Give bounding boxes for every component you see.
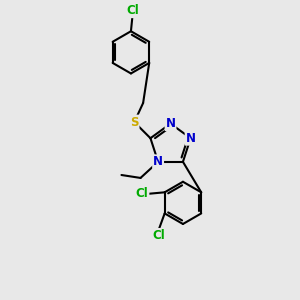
Text: N: N xyxy=(186,132,196,145)
Text: Cl: Cl xyxy=(152,229,165,242)
Text: Cl: Cl xyxy=(126,4,139,17)
Text: N: N xyxy=(153,155,163,168)
Text: S: S xyxy=(130,116,139,129)
Text: Cl: Cl xyxy=(136,187,148,200)
Text: N: N xyxy=(166,117,176,130)
